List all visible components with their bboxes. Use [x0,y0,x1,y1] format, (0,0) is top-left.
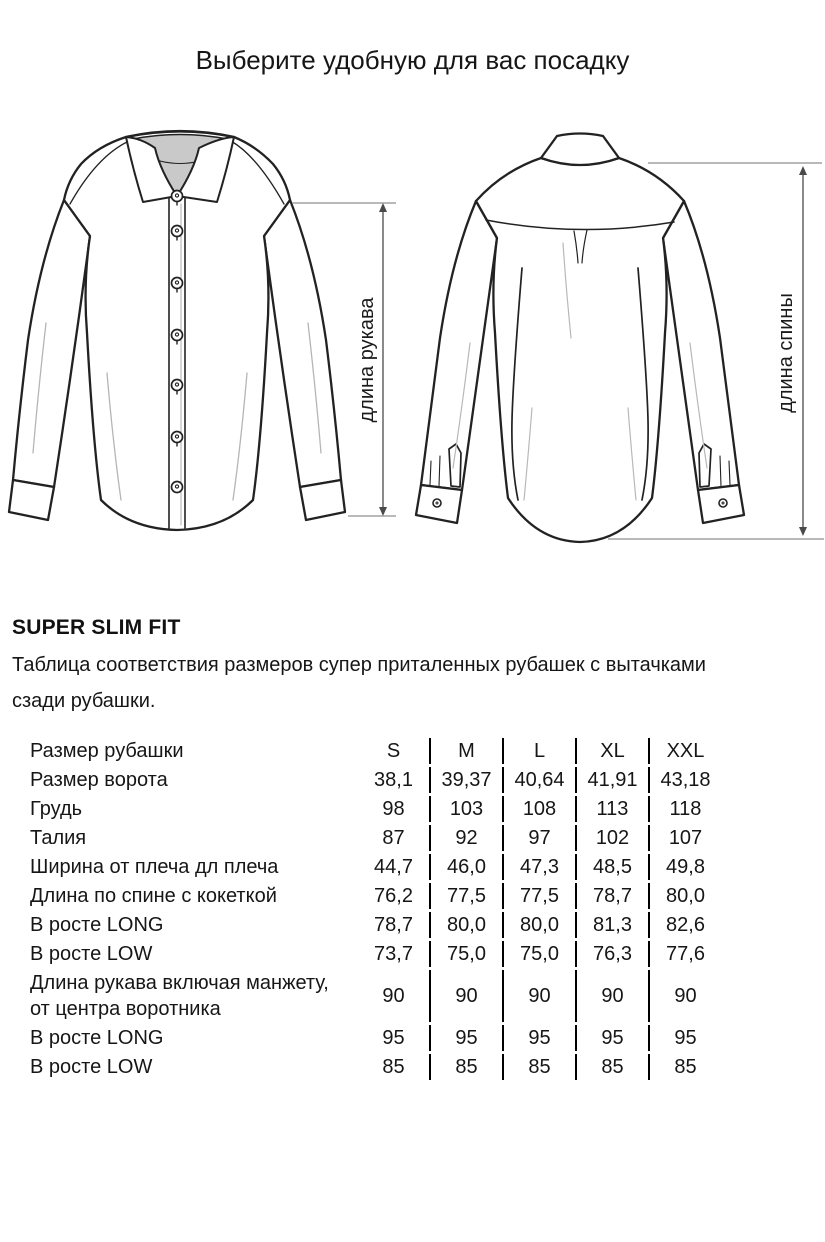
row-value: 90 [429,970,502,1022]
row-value: 48,5 [575,854,648,880]
table-row: Размер ворота 38,1 39,37 40,64 41,91 43,18 [30,767,721,793]
row-value: 77,5 [429,883,502,909]
sleeve-length-dimension: длина рукава [292,202,396,517]
row-value: 41,91 [575,767,648,793]
row-value: 90 [502,970,575,1022]
row-label: Ширина от плеча дл плеча [30,856,279,878]
row-value: M [429,738,502,764]
table-row: Ширина от плеча дл плеча 44,7 46,0 47,3 48,5… [30,854,721,880]
row-value: 81,3 [575,912,648,938]
row-value: 76,2 [374,884,413,907]
row-value: 75,0 [502,941,575,967]
fit-heading: SUPER SLIM FIT [12,616,181,639]
table-row: Талия 87 92 97 102 107 [30,825,721,851]
page-title: Выберите удобную для вас посадку [195,45,630,75]
row-value: 107 [648,825,721,851]
front-shirt-sketch [7,129,347,532]
row-value: 39,37 [429,767,502,793]
table-row: В росте LONG 78,7 80,0 80,0 81,3 82,6 [30,912,721,938]
size-table-body: Размер рубашки S M L XL XXL Размер ворота 38,1 3… [30,738,721,1080]
row-label: В росте LOW [30,943,153,965]
row-value: 85 [648,1054,721,1080]
row-value: 90 [575,970,648,1022]
row-value: S [386,739,401,762]
row-value: 113 [575,796,648,822]
table-row: Длина рукава включая манжету, от центра … [30,970,721,1022]
table-row: Размер рубашки S M L XL XXL [30,738,721,764]
table-row: Грудь 98 103 108 113 118 [30,796,721,822]
row-value: XXL [648,738,721,764]
row-value: 118 [648,796,721,822]
row-label: Размер ворота [30,769,168,791]
row-value: 44,7 [374,855,413,878]
row-label: В росте LONG [30,914,164,936]
back-shirt-sketch [414,132,746,544]
row-value: 46,0 [429,854,502,880]
front-buttons [170,189,184,494]
row-value: 77,5 [502,883,575,909]
row-value: 95 [382,1026,405,1049]
size-table: Размер рубашки S M L XL XXL Размер ворота 38,1 3… [30,735,721,1083]
row-value: XL [575,738,648,764]
row-value: 38,1 [374,768,413,791]
row-value: 80,0 [648,883,721,909]
shirt-diagram: длина рукава [0,108,825,568]
row-value: 95 [575,1025,648,1051]
row-value: 80,0 [429,912,502,938]
table-row: В росте LOW 85 85 85 85 85 [30,1054,721,1080]
row-label: В росте LONG [30,1027,164,1049]
row-value: 95 [502,1025,575,1051]
row-value: 98 [382,797,405,820]
fit-description-line2: сзади рубашки. [12,690,156,712]
row-label: Грудь [30,798,83,820]
row-value: 49,8 [648,854,721,880]
row-value: 78,7 [374,913,413,936]
row-value: 85 [429,1054,502,1080]
row-value: L [502,738,575,764]
row-value: 85 [382,1055,405,1078]
row-value: 77,6 [648,941,721,967]
row-value: 47,3 [502,854,575,880]
table-row: В росте LONG 95 95 95 95 95 [30,1025,721,1051]
row-value: 97 [502,825,575,851]
row-value: 102 [575,825,648,851]
row-value: 76,3 [575,941,648,967]
fit-description: Таблица соответствия размеров супер прит… [12,647,825,719]
row-value: 78,7 [575,883,648,909]
row-value: 95 [429,1025,502,1051]
row-value: 108 [502,796,575,822]
row-value: 40,64 [502,767,575,793]
table-row: В росте LOW 73,7 75,0 75,0 76,3 77,6 [30,941,721,967]
shirt-diagram-svg: длина рукава [7,129,824,544]
sleeve-length-label: длина рукава [356,297,378,423]
row-label: Длина рукава включая манжету, от центра … [30,972,329,1020]
row-value: 85 [502,1054,575,1080]
row-value: 87 [382,826,405,849]
fit-description-line1: Таблица соответствия размеров супер прит… [12,654,706,676]
table-row: Длина по спине с кокеткой 76,2 77,5 77,5 78,… [30,883,721,909]
row-value: 75,0 [429,941,502,967]
row-value: 82,6 [648,912,721,938]
row-value: 95 [648,1025,721,1051]
row-value: 80,0 [502,912,575,938]
row-value: 103 [429,796,502,822]
row-label: В росте LOW [30,1056,153,1078]
row-value: 85 [575,1054,648,1080]
row-label: Талия [30,827,87,849]
row-value: 92 [429,825,502,851]
row-label: Длина по спине с кокеткой [30,885,277,907]
back-length-label: длина спины [775,293,797,413]
row-label: Размер рубашки [30,740,184,762]
row-value: 90 [648,970,721,1022]
row-value: 43,18 [648,767,721,793]
back-length-dimension: длина спины [608,162,824,540]
row-value: 73,7 [374,942,413,965]
row-value: 90 [382,984,405,1007]
